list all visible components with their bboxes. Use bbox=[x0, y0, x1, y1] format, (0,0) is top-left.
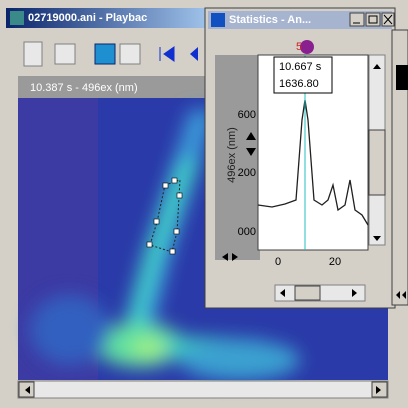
vertical-scrollbar[interactable] bbox=[369, 55, 385, 245]
button[interactable] bbox=[55, 44, 75, 64]
frame-label: 10.387 s - 496ex (nm) bbox=[30, 82, 138, 94]
x-tick-label: 20 bbox=[329, 256, 341, 268]
page: 02719000.ani - Playbac 10.387 s - 496ex … bbox=[0, 0, 408, 408]
y-tick-label: 000 bbox=[238, 226, 256, 238]
stats-window: Statistics - An... 5 10.667 s 1636.80 49… bbox=[205, 8, 395, 308]
cursor-time: 10.667 s bbox=[279, 61, 322, 73]
button[interactable] bbox=[95, 44, 115, 64]
y-axis-label: 496ex (nm) bbox=[226, 127, 238, 183]
cursor-value: 1636.80 bbox=[279, 78, 319, 90]
button[interactable] bbox=[120, 44, 140, 64]
screenshot: 02719000.ani - Playbac 10.387 s - 496ex … bbox=[0, 0, 408, 408]
main-title: 02719000.ani - Playbac bbox=[28, 12, 147, 24]
plot-scrollbar[interactable] bbox=[275, 285, 365, 301]
stats-title: Statistics - An... bbox=[229, 14, 311, 26]
window-controls[interactable] bbox=[350, 13, 394, 26]
svg-text:5: 5 bbox=[296, 41, 302, 53]
x-tick-label: 0 bbox=[275, 256, 281, 268]
button[interactable] bbox=[24, 42, 42, 66]
side-window bbox=[392, 30, 408, 305]
y-tick-label: 600 bbox=[238, 109, 256, 121]
horizontal-scrollbar[interactable] bbox=[18, 381, 388, 398]
y-tick-label: 200 bbox=[238, 167, 256, 179]
app-icon bbox=[10, 11, 24, 25]
